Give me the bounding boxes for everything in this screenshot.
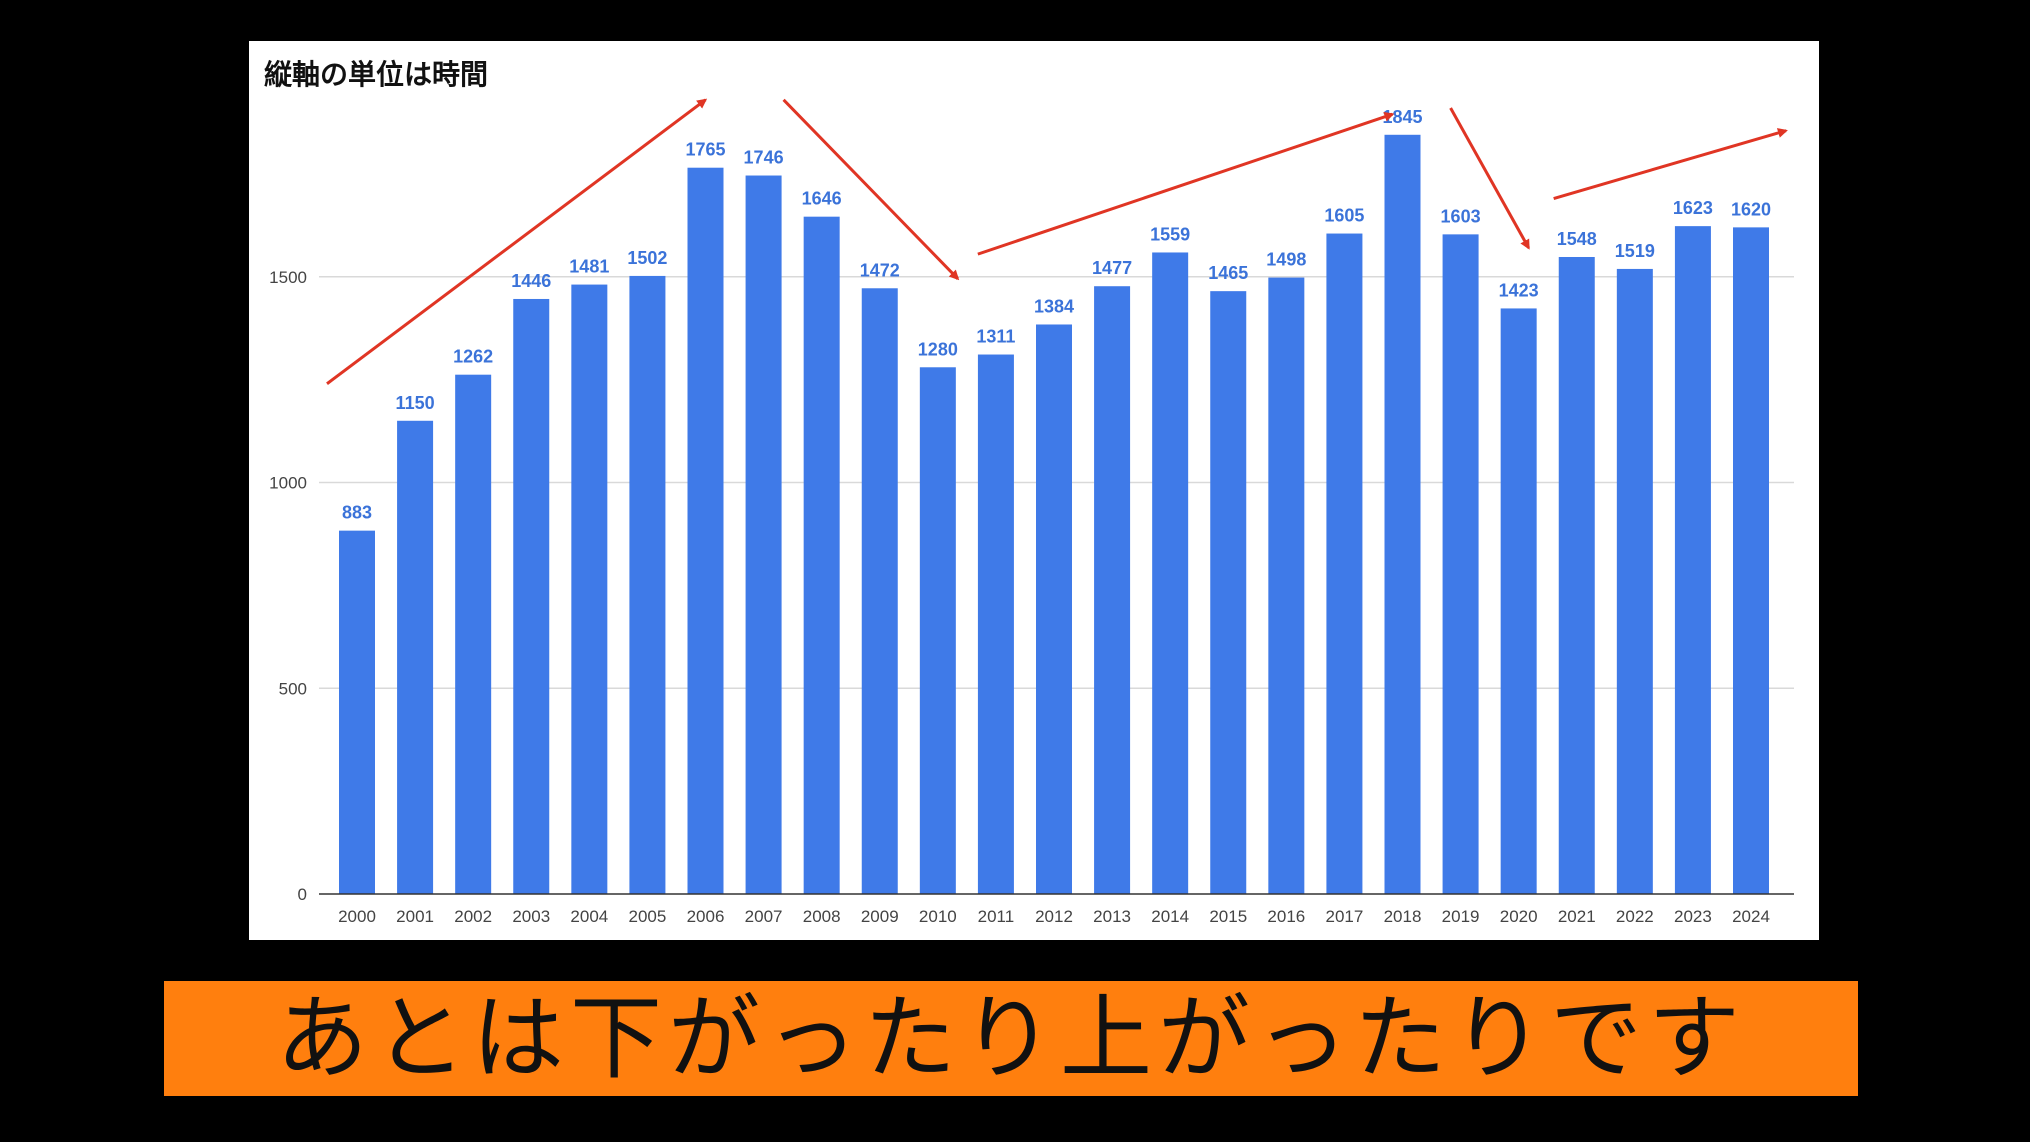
x-tick-label: 2022: [1616, 907, 1654, 926]
data-label: 1384: [1034, 296, 1074, 316]
x-tick-label: 2007: [745, 907, 783, 926]
caption-text: あとは下がったり上がったりです: [275, 984, 1746, 1092]
x-tick-label: 2000: [338, 907, 376, 926]
bar: [339, 530, 375, 894]
x-tick-label: 2006: [687, 907, 725, 926]
bar: [455, 374, 492, 894]
bar: [397, 420, 434, 894]
trend-arrow: [977, 112, 1395, 256]
data-label: 1620: [1731, 199, 1771, 219]
x-tick-label: 2001: [396, 907, 434, 926]
bar: [803, 216, 840, 894]
chart-title: 縦軸の単位は時間: [264, 58, 489, 91]
x-tick-label: 2012: [1035, 907, 1073, 926]
bar: [919, 367, 956, 894]
bar: [1326, 233, 1363, 895]
bar: [1384, 134, 1421, 895]
data-label: 1646: [802, 189, 842, 209]
data-label: 1280: [918, 339, 958, 359]
bar: [1152, 252, 1189, 894]
bar: [1616, 268, 1653, 894]
caption-bar: あとは下がったり上がったりです: [164, 981, 1858, 1096]
trend-arrow: [1553, 128, 1788, 201]
data-label: 1477: [1092, 258, 1132, 278]
trend-arrows: [326, 98, 1788, 385]
x-tick-label: 2010: [919, 907, 957, 926]
bar: [861, 288, 898, 895]
bar: [1094, 286, 1131, 894]
x-tick-label: 2008: [803, 907, 841, 926]
trend-arrow: [782, 98, 960, 281]
data-label: 1150: [396, 393, 435, 413]
data-label: 1481: [569, 257, 609, 277]
data-label: 883: [342, 503, 372, 523]
data-label: 1311: [976, 327, 1015, 347]
bar: [1210, 291, 1247, 895]
x-tick-label: 2018: [1384, 907, 1422, 926]
data-label: 1472: [860, 260, 900, 280]
trend-arrow: [326, 98, 708, 385]
data-label: 1605: [1324, 206, 1364, 226]
x-tick-label: 2024: [1732, 907, 1770, 926]
data-label: 1446: [511, 271, 551, 291]
data-label: 1845: [1382, 107, 1422, 127]
data-label: 1765: [685, 140, 725, 160]
bar: [513, 298, 550, 894]
x-tick-label: 2014: [1151, 907, 1189, 926]
bar: [687, 167, 724, 894]
data-label: 1623: [1673, 198, 1713, 218]
x-tick-label: 2005: [629, 907, 667, 926]
x-tick-label: 2017: [1326, 907, 1364, 926]
data-label: 1548: [1557, 229, 1597, 249]
data-label: 1603: [1441, 206, 1481, 226]
y-tick-label: 500: [279, 679, 307, 698]
x-tick-label: 2023: [1674, 907, 1712, 926]
x-tick-label: 2011: [978, 907, 1015, 926]
y-tick-label: 1500: [269, 268, 307, 287]
bar: [1733, 227, 1769, 894]
x-tick-label: 2013: [1093, 907, 1131, 926]
x-tick-label: 2019: [1442, 907, 1480, 926]
data-label: 1498: [1266, 250, 1306, 270]
bar: [745, 175, 782, 894]
x-tick-label: 2002: [454, 907, 492, 926]
x-tick-label: 2016: [1267, 907, 1305, 926]
data-label: 1262: [453, 347, 493, 367]
bar: [1674, 226, 1711, 894]
bar: [1442, 234, 1479, 895]
data-label: 1746: [744, 148, 784, 168]
x-tick-label: 2004: [570, 907, 608, 926]
data-label: 1559: [1150, 224, 1190, 244]
bar: [1036, 324, 1072, 894]
bar: [629, 275, 666, 894]
bar-chart: 883 1150 1262 1446 1481 1502 1765 1746 1646 1472 1…: [269, 98, 1794, 926]
data-label: 1502: [627, 248, 667, 268]
y-tick-label: 0: [298, 885, 307, 904]
bar: [1268, 277, 1305, 894]
bar: [977, 354, 1014, 894]
bar: [1500, 308, 1537, 894]
bars: [339, 134, 1769, 895]
data-label: 1465: [1208, 263, 1248, 283]
x-tick-label: 2021: [1558, 907, 1596, 926]
data-label: 1423: [1499, 280, 1539, 300]
x-tick-label: 2015: [1209, 907, 1247, 926]
x-tick-label: 2020: [1500, 907, 1538, 926]
data-labels: 883 1150 1262 1446 1481 1502 1765 1746 1646 1472 1…: [342, 107, 1771, 523]
bar: [1558, 256, 1595, 894]
axes: 0 500 1000 1500 2000 2001 2002 2003 2004 2005 2006…: [269, 268, 1794, 926]
chart-panel: 883 1150 1262 1446 1481 1502 1765 1746 1646 1472 1…: [249, 41, 1819, 940]
x-tick-label: 2009: [861, 907, 899, 926]
trend-arrow: [1449, 107, 1530, 250]
data-label: 1519: [1615, 241, 1655, 261]
x-tick-label: 2003: [512, 907, 550, 926]
bar: [571, 284, 608, 894]
y-tick-label: 1000: [269, 474, 307, 493]
